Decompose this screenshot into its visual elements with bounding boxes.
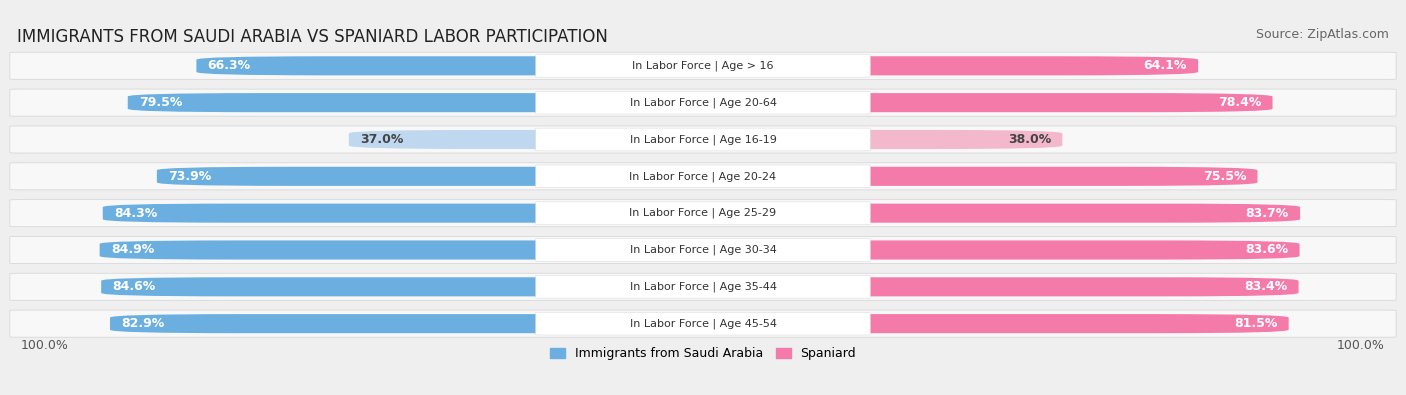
Text: In Labor Force | Age 20-64: In Labor Force | Age 20-64 xyxy=(630,98,776,108)
Text: 81.5%: 81.5% xyxy=(1234,317,1278,330)
FancyBboxPatch shape xyxy=(536,165,870,188)
Text: 73.9%: 73.9% xyxy=(169,170,211,183)
Legend: Immigrants from Saudi Arabia, Spaniard: Immigrants from Saudi Arabia, Spaniard xyxy=(544,342,862,365)
FancyBboxPatch shape xyxy=(536,275,870,298)
Text: 82.9%: 82.9% xyxy=(121,317,165,330)
FancyBboxPatch shape xyxy=(536,55,870,77)
Text: In Labor Force | Age 20-24: In Labor Force | Age 20-24 xyxy=(630,171,776,182)
FancyBboxPatch shape xyxy=(101,277,672,296)
FancyBboxPatch shape xyxy=(734,56,1198,75)
FancyBboxPatch shape xyxy=(10,199,1396,227)
Text: 84.6%: 84.6% xyxy=(112,280,156,293)
FancyBboxPatch shape xyxy=(734,203,1301,223)
FancyBboxPatch shape xyxy=(536,239,870,261)
Text: 83.4%: 83.4% xyxy=(1244,280,1288,293)
Text: Source: ZipAtlas.com: Source: ZipAtlas.com xyxy=(1256,28,1389,41)
FancyBboxPatch shape xyxy=(128,93,672,112)
FancyBboxPatch shape xyxy=(10,237,1396,263)
FancyBboxPatch shape xyxy=(734,93,1272,112)
Text: 66.3%: 66.3% xyxy=(208,59,250,72)
Text: In Labor Force | Age 45-54: In Labor Force | Age 45-54 xyxy=(630,318,776,329)
Text: 83.7%: 83.7% xyxy=(1246,207,1289,220)
Text: In Labor Force | Age > 16: In Labor Force | Age > 16 xyxy=(633,60,773,71)
FancyBboxPatch shape xyxy=(349,130,672,149)
Text: 84.3%: 84.3% xyxy=(114,207,157,220)
Text: 37.0%: 37.0% xyxy=(360,133,404,146)
Text: In Labor Force | Age 16-19: In Labor Force | Age 16-19 xyxy=(630,134,776,145)
FancyBboxPatch shape xyxy=(536,128,870,151)
Text: In Labor Force | Age 35-44: In Labor Force | Age 35-44 xyxy=(630,282,776,292)
FancyBboxPatch shape xyxy=(734,130,1063,149)
FancyBboxPatch shape xyxy=(10,273,1396,300)
Text: 83.6%: 83.6% xyxy=(1246,243,1288,256)
FancyBboxPatch shape xyxy=(157,167,672,186)
FancyBboxPatch shape xyxy=(734,314,1289,333)
FancyBboxPatch shape xyxy=(10,52,1396,79)
Text: 84.9%: 84.9% xyxy=(111,243,155,256)
Text: In Labor Force | Age 30-34: In Labor Force | Age 30-34 xyxy=(630,245,776,255)
FancyBboxPatch shape xyxy=(734,241,1299,260)
Text: 64.1%: 64.1% xyxy=(1143,59,1187,72)
Text: 75.5%: 75.5% xyxy=(1202,170,1246,183)
FancyBboxPatch shape xyxy=(536,91,870,114)
FancyBboxPatch shape xyxy=(10,89,1396,116)
FancyBboxPatch shape xyxy=(103,203,672,223)
FancyBboxPatch shape xyxy=(10,163,1396,190)
Text: 78.4%: 78.4% xyxy=(1218,96,1261,109)
Text: 100.0%: 100.0% xyxy=(1337,339,1385,352)
Text: IMMIGRANTS FROM SAUDI ARABIA VS SPANIARD LABOR PARTICIPATION: IMMIGRANTS FROM SAUDI ARABIA VS SPANIARD… xyxy=(17,28,607,46)
FancyBboxPatch shape xyxy=(734,277,1299,296)
FancyBboxPatch shape xyxy=(10,126,1396,153)
FancyBboxPatch shape xyxy=(536,202,870,224)
FancyBboxPatch shape xyxy=(110,314,672,333)
Text: 38.0%: 38.0% xyxy=(1008,133,1052,146)
FancyBboxPatch shape xyxy=(100,241,672,260)
FancyBboxPatch shape xyxy=(536,312,870,335)
Text: In Labor Force | Age 25-29: In Labor Force | Age 25-29 xyxy=(630,208,776,218)
Text: 100.0%: 100.0% xyxy=(21,339,69,352)
FancyBboxPatch shape xyxy=(734,167,1257,186)
Text: 79.5%: 79.5% xyxy=(139,96,183,109)
FancyBboxPatch shape xyxy=(10,310,1396,337)
FancyBboxPatch shape xyxy=(197,56,672,75)
